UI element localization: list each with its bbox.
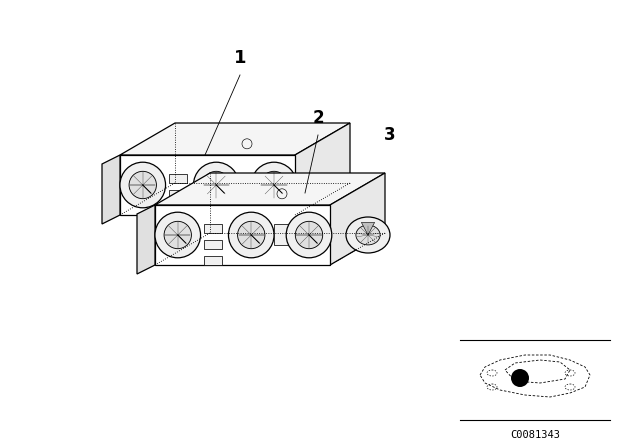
Bar [274, 224, 291, 245]
Circle shape [511, 369, 529, 387]
Bar [204, 255, 221, 265]
Text: 3: 3 [384, 126, 396, 144]
Polygon shape [295, 123, 350, 215]
Text: 2: 2 [312, 109, 324, 127]
Bar [204, 224, 221, 233]
Polygon shape [120, 155, 295, 215]
Circle shape [260, 171, 288, 198]
Circle shape [295, 221, 323, 249]
Bar [239, 174, 257, 195]
Text: C0081343: C0081343 [510, 430, 560, 440]
Bar [169, 190, 186, 199]
Ellipse shape [356, 225, 380, 245]
Bar [169, 174, 186, 183]
Polygon shape [330, 173, 385, 265]
Circle shape [193, 162, 239, 208]
Polygon shape [155, 173, 385, 205]
Circle shape [164, 221, 191, 249]
Circle shape [203, 171, 230, 198]
Polygon shape [102, 155, 120, 224]
Bar [169, 206, 186, 215]
Polygon shape [362, 222, 374, 235]
Circle shape [228, 212, 274, 258]
Bar [204, 240, 221, 249]
Polygon shape [155, 205, 330, 265]
Circle shape [155, 212, 200, 258]
Polygon shape [137, 205, 155, 274]
Text: 1: 1 [234, 49, 246, 67]
Circle shape [129, 171, 156, 198]
Circle shape [286, 212, 332, 258]
Ellipse shape [346, 217, 390, 253]
Circle shape [237, 221, 265, 249]
Polygon shape [120, 123, 350, 155]
Circle shape [251, 162, 297, 208]
Circle shape [120, 162, 166, 208]
